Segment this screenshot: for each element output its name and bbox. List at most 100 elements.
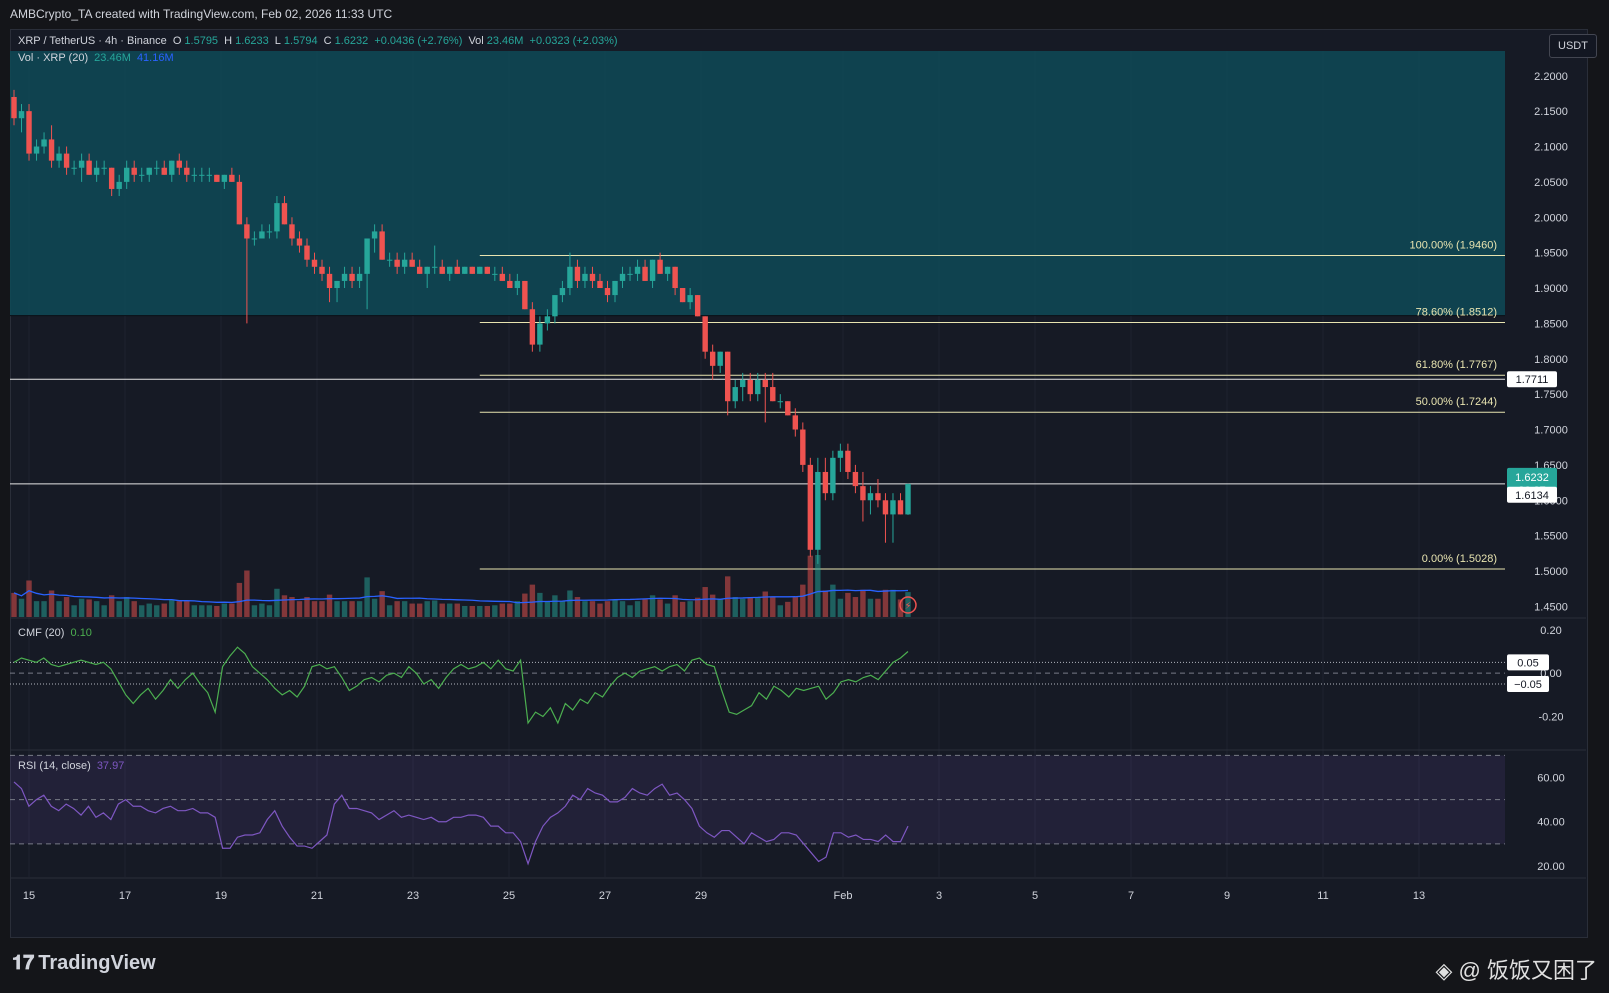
price-axis-label: 2.1000: [1534, 142, 1568, 154]
volume-bar: [830, 584, 836, 617]
volume-bar: [259, 603, 265, 617]
candle-body: [439, 266, 445, 274]
volume-legend: Vol · XRP (20) 23.46M 41.16M: [18, 52, 177, 64]
volume-bar: [462, 605, 468, 617]
candle-body: [229, 174, 235, 182]
candle-body: [139, 174, 145, 176]
volume-bar: [484, 605, 490, 617]
volume-bar: [18, 598, 25, 617]
author-watermark: ◈ @ 饭饭又困了: [1435, 958, 1597, 983]
volume-bar: [905, 592, 911, 617]
candle-body: [394, 259, 400, 267]
volume-ma-line: [13, 589, 909, 604]
open-label: O: [172, 35, 182, 47]
symbol-name[interactable]: XRP / TetherUS · 4h · Binance: [18, 35, 167, 47]
candle-body: [552, 295, 558, 317]
volume-bar: [139, 605, 145, 617]
candle-body: [123, 167, 130, 182]
chart-canvas[interactable]: 100.00% (1.9460) 78.60% (1.8512) 61.80% (1…: [10, 29, 1586, 936]
candle-body: [852, 471, 859, 487]
candle-body: [484, 266, 490, 274]
candle-body: [822, 471, 829, 494]
candle-body: [349, 273, 355, 281]
candle-body: [634, 266, 641, 274]
cmf-legend-label[interactable]: CMF (20): [18, 627, 65, 639]
volume-bar: [424, 601, 430, 617]
candle-body: [845, 450, 851, 472]
candle-body: [199, 174, 205, 176]
candle-body: [48, 139, 55, 161]
volume-bar: [612, 599, 618, 617]
candle-body: [356, 273, 363, 281]
fib-level-label: 78.60% (1.8512): [1416, 307, 1497, 319]
volume-bar: [477, 605, 483, 617]
candle-body: [664, 266, 671, 274]
candle-body: [401, 259, 408, 267]
fib-level-label: 100.00% (1.9460): [1410, 239, 1497, 251]
cmf-lower-badge-bg: [1507, 676, 1549, 692]
candle-body: [747, 379, 753, 395]
volume-bar: [154, 605, 160, 617]
volume-bar: [432, 600, 438, 617]
volume-bar: [371, 598, 378, 617]
volume-bar: [266, 605, 273, 617]
candle-body: [371, 231, 378, 239]
candle-body: [281, 203, 288, 225]
volume-bar: [274, 588, 280, 617]
currency-button[interactable]: USDT: [1549, 34, 1597, 58]
price-axis-label: 1.7000: [1534, 425, 1568, 437]
volume-bar: [409, 603, 415, 617]
candle-body: [319, 266, 325, 274]
candle-body: [386, 259, 393, 261]
candle-body: [221, 174, 228, 182]
time-axis-label: Feb: [834, 890, 853, 902]
volume-bar: [732, 597, 738, 617]
volume-bar: [657, 599, 663, 617]
volume-bar: [123, 597, 130, 617]
candle-body: [522, 280, 528, 310]
candle-body: [63, 153, 70, 168]
volume-bar: [311, 601, 318, 617]
fib-level-label: 50.00% (1.7244): [1416, 396, 1497, 408]
tradingview-logo[interactable]: 𝟏𝟕 TradingView: [12, 952, 156, 975]
time-axis-label: 29: [695, 890, 707, 902]
volume-bar: [349, 601, 355, 617]
rsi-legend: RSI (14, close) 37.97: [18, 760, 127, 772]
candle-body: [18, 111, 25, 119]
candle-body: [867, 493, 874, 501]
candle-body: [724, 351, 731, 402]
volume-bar: [341, 601, 348, 617]
candle-body: [679, 288, 686, 303]
candle-body: [642, 266, 648, 281]
rsi-legend-value: 37.97: [96, 760, 125, 772]
volume-bar: [537, 592, 543, 617]
rsi-axis-label: 20.00: [1537, 861, 1565, 873]
time-axis-label: 21: [311, 890, 323, 902]
candle-body: [409, 259, 415, 267]
price-axis-label: 1.9500: [1534, 248, 1568, 260]
volume-bar: [717, 599, 723, 617]
last-price-badge: 1.6232: [1515, 472, 1549, 484]
price-axis-label: 1.5000: [1534, 566, 1568, 578]
volume-bar: [48, 590, 55, 617]
volume-legend-label[interactable]: Vol · XRP (20): [18, 52, 89, 64]
candle-body: [604, 288, 611, 296]
rsi-legend-label[interactable]: RSI (14, close): [18, 760, 91, 772]
candle-body: [259, 231, 265, 239]
candle-body: [559, 288, 566, 296]
volume-bar: [63, 597, 70, 617]
volume-bar: [762, 591, 768, 617]
volume-bar: [529, 584, 536, 617]
candle-body: [244, 224, 250, 239]
volume-bar: [845, 592, 851, 617]
volume-bar: [627, 605, 633, 617]
candle-body: [657, 259, 663, 274]
candle-body: [717, 351, 723, 366]
volume-bar: [507, 603, 513, 617]
candle-body: [507, 280, 513, 289]
candle-body: [529, 309, 536, 345]
volume-bar: [379, 591, 385, 617]
candle-body: [379, 231, 385, 260]
time-axis-label: 9: [1224, 890, 1230, 902]
volume-bar: [792, 597, 799, 617]
